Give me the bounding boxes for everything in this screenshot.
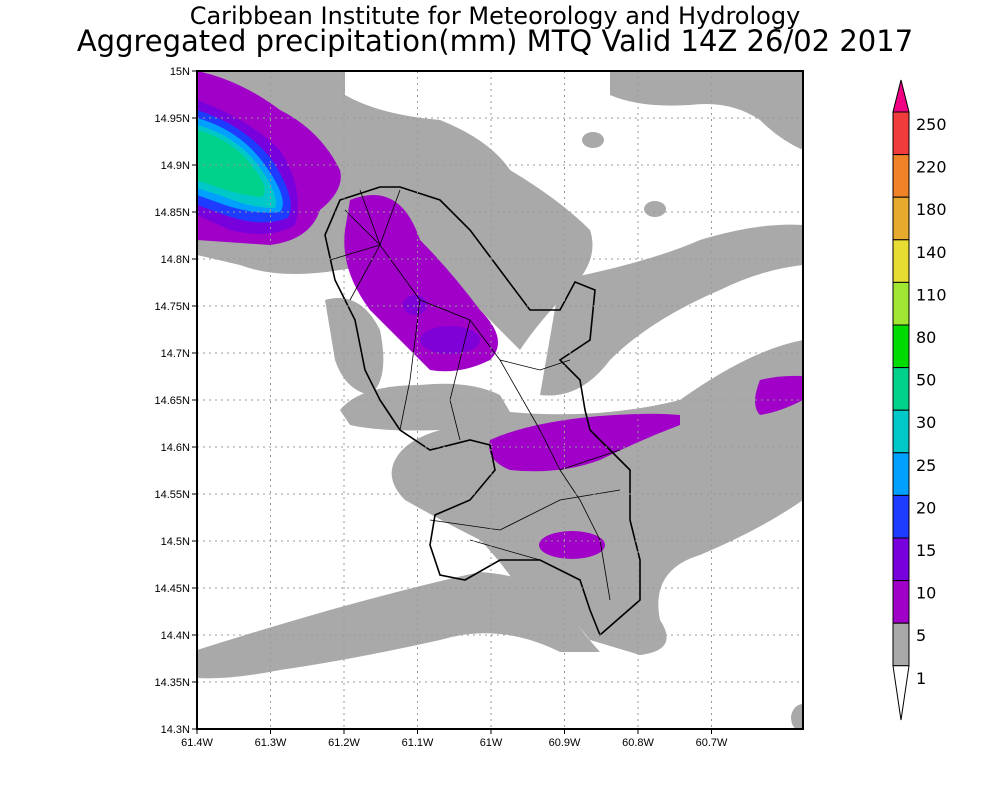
figure-title-institute: Caribbean Institute for Meteorology and …	[189, 2, 801, 30]
lat-tick-label: 14.5N	[161, 536, 190, 548]
lon-tick-label: 61.4W	[181, 737, 213, 749]
colorbar-band	[892, 367, 910, 411]
lon-tick-label: 61.3W	[255, 737, 287, 749]
colorbar-bottom-arrow	[892, 665, 910, 721]
colorbar-label: 15	[916, 541, 936, 560]
colorbar-band	[892, 111, 910, 156]
colorbar-label: 50	[916, 371, 936, 390]
colorbar-band	[892, 239, 910, 283]
lat-tick-label: 14.8N	[161, 254, 190, 266]
colorbar-band	[892, 622, 910, 667]
lon-tick-label: 61.1W	[402, 737, 434, 749]
lat-tick-label: 14.6N	[161, 442, 190, 454]
lon-tick-label: 60.9W	[549, 737, 581, 749]
lat-tick-label: 14.4N	[161, 630, 190, 642]
colorbar-label: 5	[916, 626, 926, 645]
lon-tick-label: 60.7W	[696, 737, 728, 749]
colorbar-legend: 250 220 180 140 110 80 50 30 25 20 15 10 5 1	[892, 79, 947, 721]
lat-tick-label: 15N	[170, 66, 190, 78]
colorbar-label: 180	[916, 200, 947, 219]
longitude-axis: 61.4W 61.3W 61.2W 61.1W 61W 60.9W 60.8W 60.7W	[181, 729, 728, 749]
colorbar-label: 30	[916, 413, 936, 432]
lat-tick-label: 14.95N	[155, 113, 191, 125]
map-plot-area	[197, 71, 803, 729]
colorbar-top-arrow	[892, 79, 910, 113]
lat-tick-label: 14.35N	[155, 677, 191, 689]
colorbar-label: 25	[916, 456, 936, 475]
colorbar-label: 1	[916, 669, 926, 688]
colorbar-band	[892, 494, 910, 539]
colorbar-label: 140	[916, 243, 947, 262]
colorbar-band	[892, 409, 910, 454]
lat-tick-label: 14.55N	[155, 489, 191, 501]
colorbar-label: 250	[916, 115, 947, 134]
colorbar-band	[892, 580, 910, 624]
colorbar-band	[892, 452, 910, 496]
colorbar-label: 10	[916, 584, 936, 603]
latitude-axis: 15N 14.95N 14.9N 14.85N 14.8N 14.75N 14.7N 14.6…	[155, 66, 197, 736]
colorbar-label: 20	[916, 498, 936, 517]
lon-tick-label: 61.2W	[328, 737, 360, 749]
colorbar-label: 110	[916, 285, 947, 304]
lat-tick-label: 14.65N	[155, 395, 191, 407]
lon-tick-label: 61W	[480, 737, 503, 749]
lat-tick-label: 14.85N	[155, 207, 191, 219]
colorbar-band	[892, 281, 910, 326]
lon-tick-label: 60.8W	[622, 737, 654, 749]
colorbar-band	[892, 196, 910, 241]
colorbar-band	[892, 154, 910, 198]
figure-title-product: Aggregated precipitation(mm) MTQ Valid 1…	[76, 24, 914, 58]
lat-tick-label: 14.45N	[155, 583, 191, 595]
gridlines	[197, 71, 803, 729]
colorbar-band	[892, 537, 910, 582]
colorbar-label: 80	[916, 328, 936, 347]
precip-heavy-areas	[197, 71, 803, 559]
martinique-coastline	[324, 186, 641, 637]
lat-tick-label: 14.3N	[161, 724, 190, 736]
lat-tick-label: 14.75N	[155, 301, 191, 313]
colorbar-band	[892, 324, 910, 369]
lat-tick-label: 14.9N	[161, 160, 190, 172]
colorbar-label: 220	[916, 158, 947, 177]
lat-tick-label: 14.7N	[161, 348, 190, 360]
commune-boundaries	[329, 189, 621, 601]
